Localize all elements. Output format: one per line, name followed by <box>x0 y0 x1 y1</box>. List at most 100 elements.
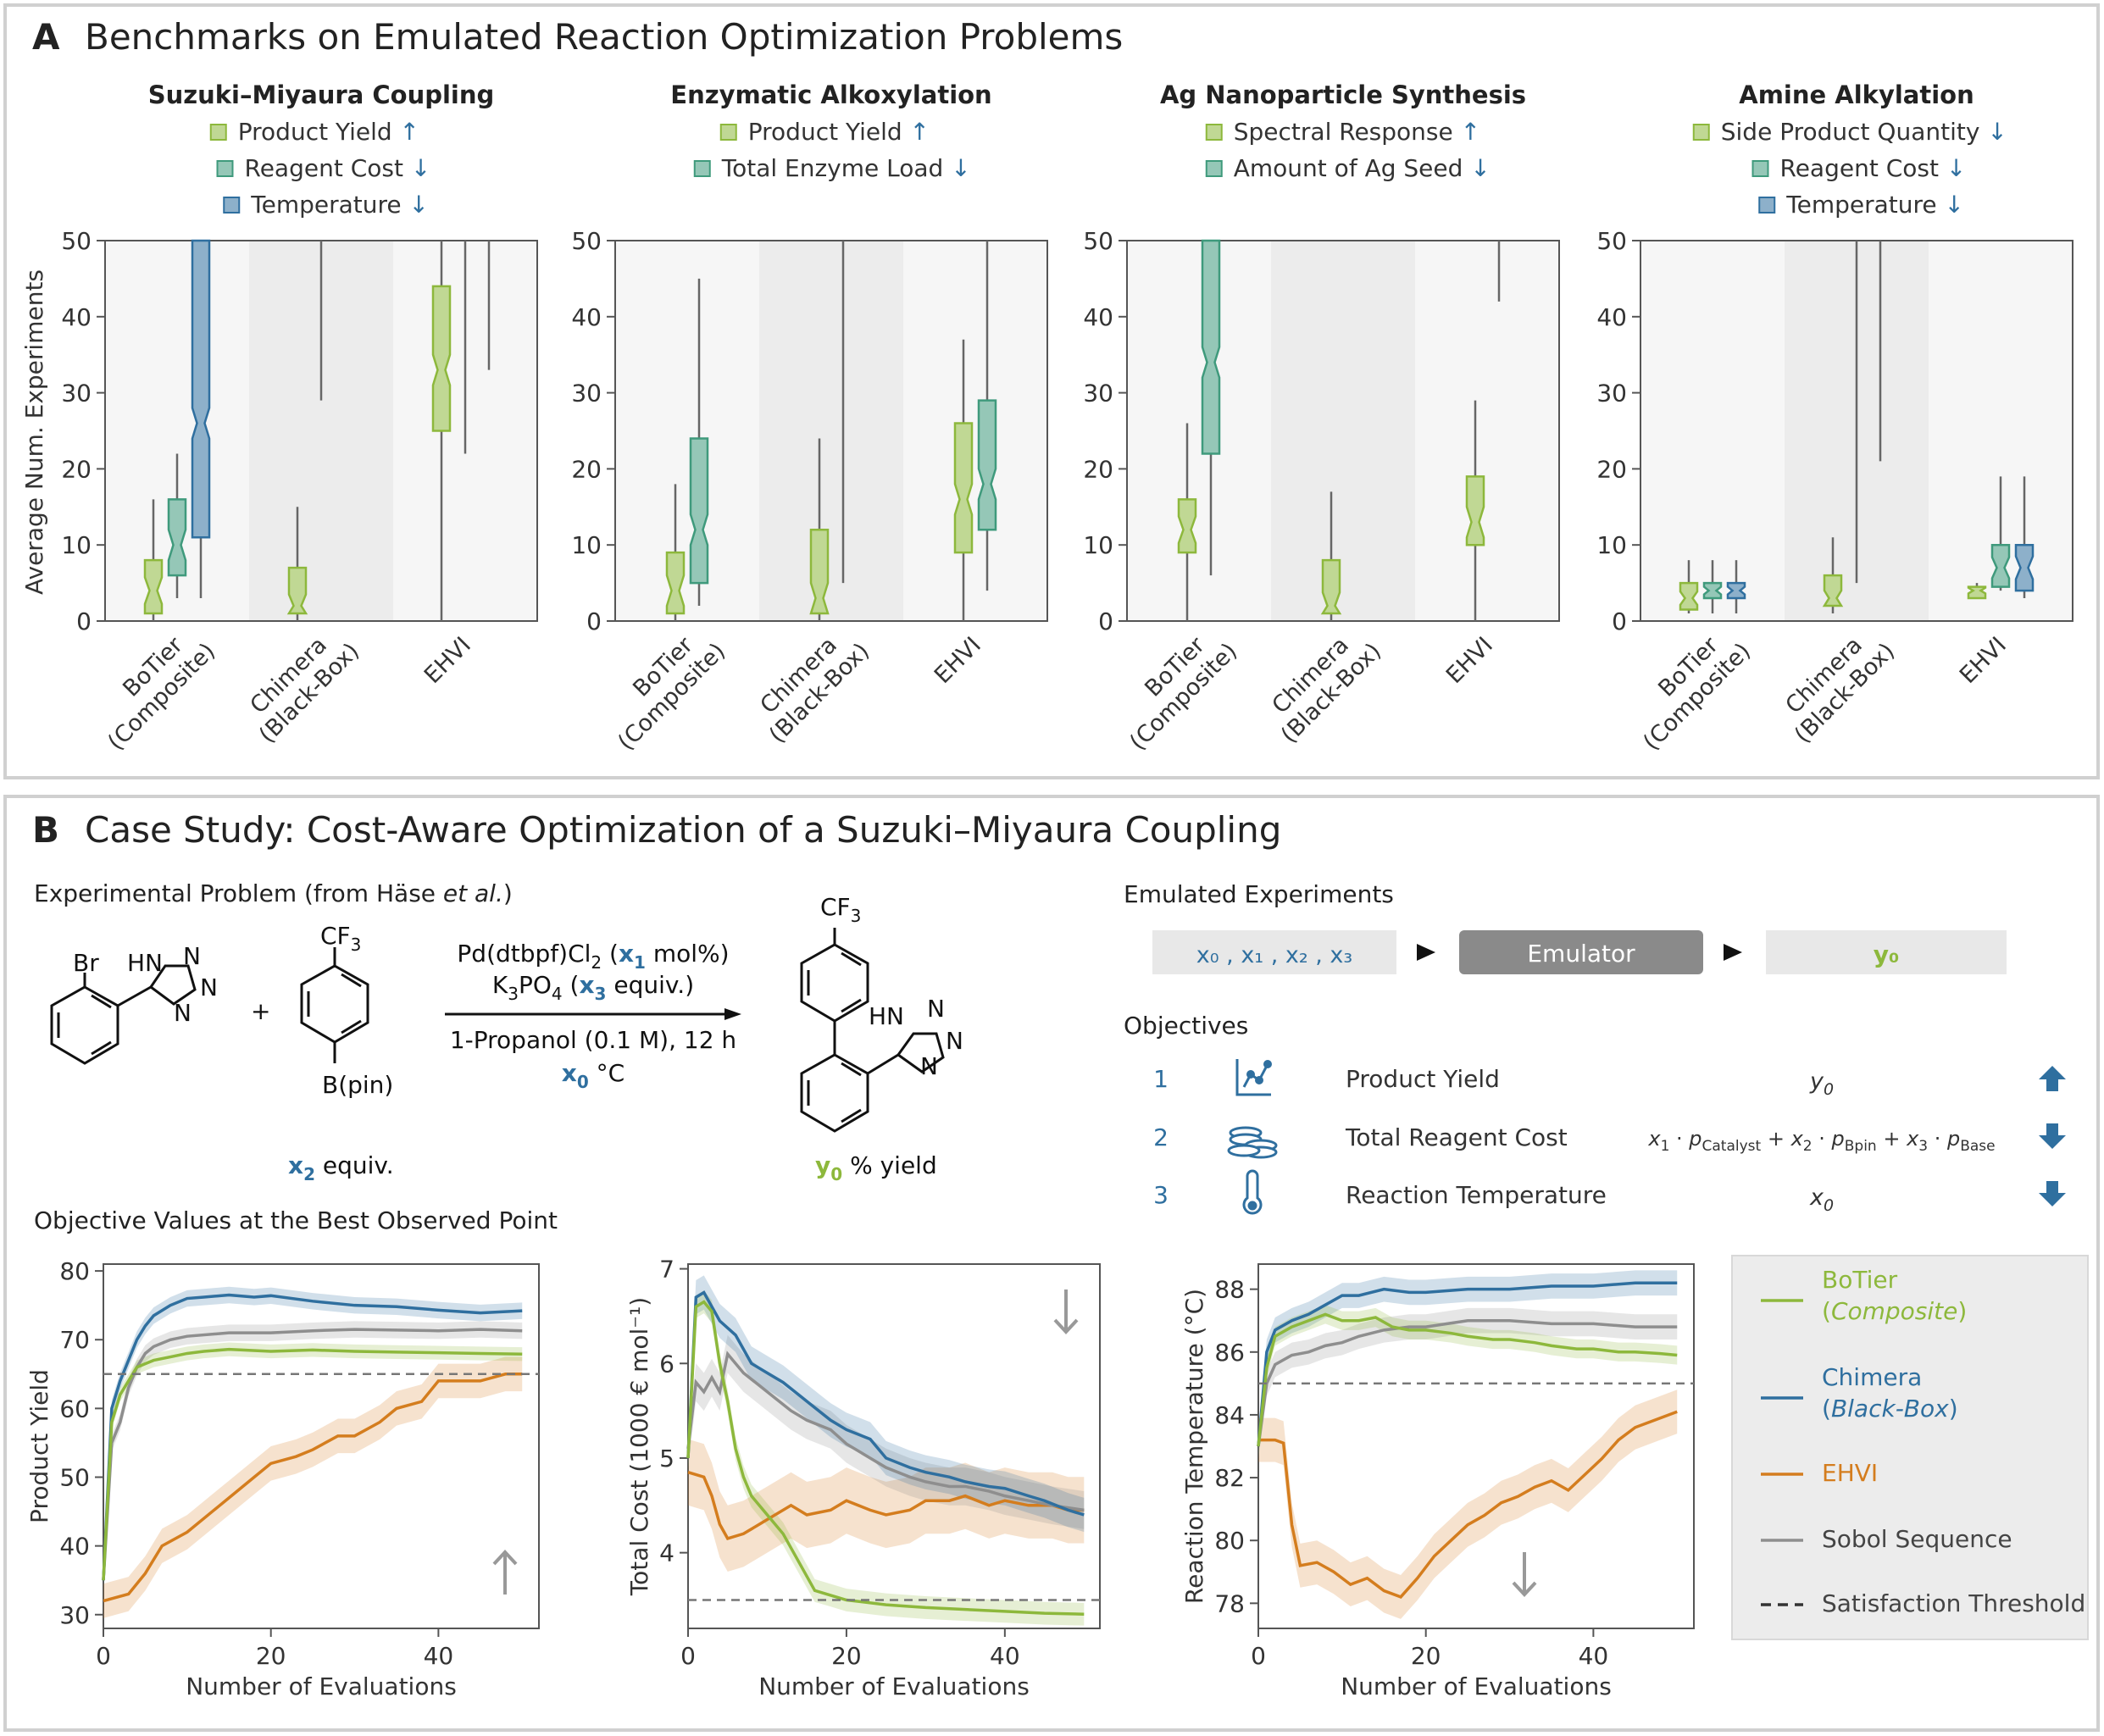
x2-equiv-label: x2 equiv. <box>288 1151 394 1184</box>
y-tick-label: 60 <box>59 1395 90 1423</box>
x-tick-line: EHVI <box>1955 632 2012 689</box>
arrow-up-icon <box>2039 1066 2066 1091</box>
condition-line-1: Pd(dtbpf)Cl2 (x1 mol%) <box>457 940 729 973</box>
series-band <box>103 1286 523 1589</box>
objective-row-1: 1 Product Yield y0 <box>1153 1059 2066 1099</box>
box-chart-title: Ag Nanoparticle Synthesis <box>1160 80 1526 109</box>
category-band <box>1640 241 1785 621</box>
legend-label: Spectral Response ↑ <box>1234 118 1480 146</box>
arrow-head <box>1512 1581 1537 1597</box>
legend-swatch <box>1205 124 1223 141</box>
y0-yield-label: y0 % yield <box>815 1151 937 1184</box>
condition-line-4: x0 °C <box>562 1059 625 1092</box>
legend-label-text: Spectral Response <box>1234 118 1461 146</box>
legend-label: Chimera <box>1822 1363 1922 1391</box>
legend-label: Side Product Quantity ↓ <box>1721 118 2007 146</box>
emulator-output: y₀ <box>1874 940 1900 968</box>
box-chart-legend: Spectral Response ↑ Amount of Ag Seed ↓ <box>1205 118 1491 182</box>
n-label-2a: N <box>927 995 945 1023</box>
category-band <box>1415 241 1559 621</box>
y-tick-label: 30 <box>59 1601 90 1629</box>
legend-label-text: Product Yield <box>238 118 400 146</box>
series-band <box>688 1334 1085 1529</box>
cf3-label-product: CF3 <box>820 893 861 926</box>
y-tick-label: 20 <box>571 455 602 483</box>
panel-a-ylabel: Average Num. Experiments <box>20 269 48 595</box>
y-axis-label: Total Cost (1000 € mol⁻¹) <box>625 1297 653 1596</box>
y-tick-label: 84 <box>1214 1401 1245 1429</box>
panel-b-title: Case Study: Cost-Aware Optimization of a… <box>85 809 1281 851</box>
x-tick-label: BoTier(Composite) <box>1106 618 1242 755</box>
bpin-label: B(pin) <box>322 1071 393 1099</box>
x-tick-label: EHVI <box>419 632 476 689</box>
y-tick-label: 30 <box>1596 380 1627 408</box>
x-tick-label: EHVI <box>1441 632 1498 689</box>
y-tick-label: 80 <box>1214 1527 1245 1555</box>
objective-row-3: 3 Reaction Temperature x0 <box>1153 1169 2066 1215</box>
legend-label-text: Reagent Cost <box>1780 154 1946 182</box>
series-band <box>1258 1389 1678 1619</box>
line-legend-box <box>1731 1255 2089 1640</box>
x-tick-label: 20 <box>1411 1642 1441 1670</box>
legend-label: Amount of Ag Seed ↓ <box>1234 154 1491 182</box>
reaction-labels: Br HN N N N + CF3 B(pin) Pd(dtbpf)Cl2 (x… <box>73 893 963 1184</box>
y-tick-label: 5 <box>659 1445 675 1473</box>
box-body <box>977 399 997 531</box>
reaction-scheme <box>50 928 945 1133</box>
plus-sign: + <box>251 997 270 1025</box>
x-tick-label: Chimera(Black-Box) <box>1770 618 1900 748</box>
legend-label: Reagent Cost ↓ <box>245 154 431 182</box>
x-tick-label: 0 <box>96 1642 111 1670</box>
series-band <box>103 1356 523 1618</box>
legend-label-text: Temperature <box>250 191 408 219</box>
category-band <box>615 241 759 621</box>
arrow-down-icon <box>2039 1123 2066 1149</box>
legend-arrow: ↓ <box>951 154 970 182</box>
reactant1-ring <box>50 985 119 1065</box>
series-band <box>1258 1307 1678 1459</box>
legend-sub-paren: ) <box>1957 1297 1967 1325</box>
thermometer-icon <box>1242 1169 1263 1215</box>
box-body <box>2014 543 2035 592</box>
box-chart-title: Suzuki–Miyaura Coupling <box>148 80 495 109</box>
plot-frame <box>1126 240 1560 622</box>
legend-label-text: Temperature <box>1785 191 1944 219</box>
box-body <box>191 239 211 539</box>
x-tick-label: BoTier(Composite) <box>594 618 730 755</box>
series-band <box>1258 1270 1678 1459</box>
x-tick-line: EHVI <box>1441 632 1498 689</box>
objective-num: 1 <box>1153 1065 1169 1093</box>
x-tick-line: EHVI <box>419 632 476 689</box>
objective-formula: y0 <box>1809 1068 1834 1099</box>
legend-label: Temperature ↓ <box>250 191 429 219</box>
legend-label-text: Product Yield <box>748 118 910 146</box>
objective-label: Reaction Temperature <box>1346 1181 1607 1209</box>
y-tick-label: 82 <box>1214 1464 1245 1492</box>
legend-swatch <box>1205 160 1223 177</box>
legend-label-text: Reagent Cost <box>245 154 411 182</box>
legend-sublabel: (Black-Box) <box>1822 1395 1958 1423</box>
x-tick-label: 40 <box>1579 1642 1609 1670</box>
y-tick-label: 86 <box>1214 1339 1245 1367</box>
box-body <box>1967 585 1987 600</box>
series-band <box>103 1342 523 1588</box>
y-tick-label: 70 <box>59 1326 90 1354</box>
best-observed-title: Objective Values at the Best Observed Po… <box>34 1206 558 1234</box>
n-label-1b: N <box>200 973 218 1001</box>
series-band <box>1258 1305 1678 1456</box>
box-body <box>1201 239 1221 455</box>
emulator-inputs: x₀ , x₁ , x₂ , x₃ <box>1196 942 1352 968</box>
x-axis-label: Number of Evaluations <box>1341 1672 1612 1700</box>
x-axis-label: Number of Evaluations <box>758 1672 1030 1700</box>
y-tick-label: 30 <box>571 380 602 408</box>
box-body <box>1726 581 1746 600</box>
legend-label: Sobol Sequence <box>1822 1525 2012 1553</box>
box-charts-group: Suzuki–Miyaura Coupling Product Yield ↑ Re… <box>61 80 2073 756</box>
product-tetrazole-ring <box>896 1032 945 1073</box>
legend-swatch <box>209 124 227 141</box>
y-tick-label: 10 <box>1083 531 1113 559</box>
emulator-output-box <box>1766 930 2007 974</box>
